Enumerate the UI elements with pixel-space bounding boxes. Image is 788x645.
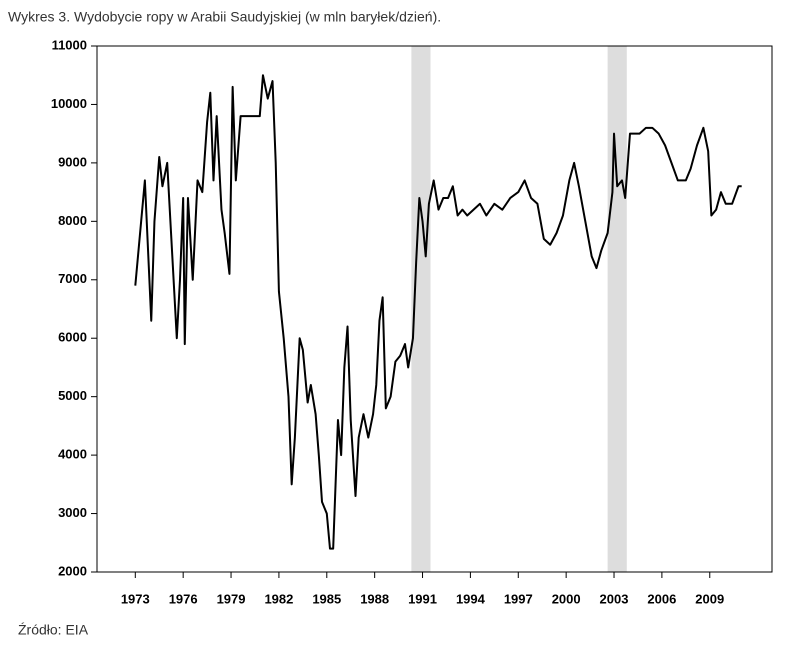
x-tick-label: 2003 xyxy=(600,591,629,606)
x-tick-label: 2009 xyxy=(695,591,724,606)
x-tick-label: 1991 xyxy=(408,591,437,606)
source-note: Źródło: EIA xyxy=(18,622,89,638)
data-line xyxy=(134,74,742,550)
shaded-period xyxy=(411,46,431,572)
x-tick-label: 1997 xyxy=(504,591,533,606)
y-tick-label: 3000 xyxy=(58,505,87,520)
x-tick-label: 1973 xyxy=(121,591,150,606)
y-tick-label: 7000 xyxy=(58,271,87,286)
shaded-period xyxy=(607,46,627,572)
x-tick-label: 1988 xyxy=(360,591,389,606)
x-tick-label: 1985 xyxy=(312,591,341,606)
y-tick-label: 4000 xyxy=(58,447,87,462)
y-tick-label: 9000 xyxy=(58,154,87,169)
y-tick-label: 10000 xyxy=(51,96,87,111)
y-tick-label: 11000 xyxy=(52,37,87,52)
x-tick-label: 2006 xyxy=(647,591,676,606)
y-tick-label: 2000 xyxy=(58,563,87,578)
y-tick-label: 8000 xyxy=(58,213,87,228)
chart-title: Wykres 3. Wydobycie ropy w Arabii Saudyj… xyxy=(8,9,441,25)
y-tick-label: 6000 xyxy=(58,330,87,345)
x-tick-label: 2000 xyxy=(552,591,581,606)
plot-frame xyxy=(96,45,773,573)
x-tick-label: 1976 xyxy=(169,591,198,606)
x-tick-label: 1994 xyxy=(456,591,486,606)
y-tick-label: 5000 xyxy=(58,388,87,403)
x-tick-label: 1979 xyxy=(217,591,246,606)
x-tick-label: 1982 xyxy=(264,591,293,606)
